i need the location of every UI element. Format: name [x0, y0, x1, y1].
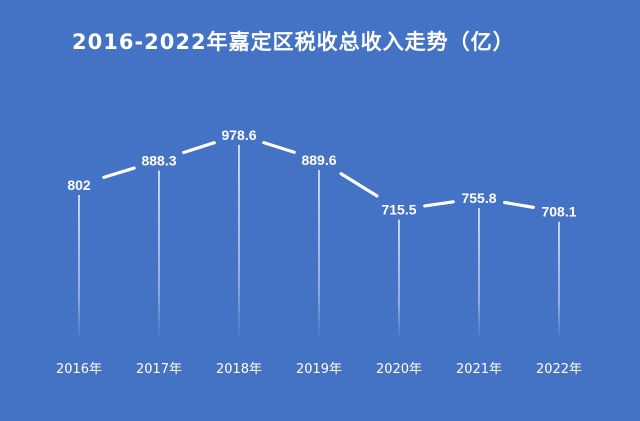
x-tick-label-0: 2016年: [56, 362, 102, 377]
line-segment-5: [503, 200, 535, 209]
drop-line-3: [318, 170, 320, 340]
x-tick-label-1: 2017年: [136, 362, 182, 377]
x-tick-label-2: 2018年: [216, 362, 262, 377]
line-segment-1: [182, 141, 216, 155]
data-label-2: 978.6: [221, 127, 256, 143]
data-label-6: 708.1: [541, 204, 576, 220]
line-segment-4: [423, 200, 455, 208]
x-tick-label-6: 2022年: [536, 362, 582, 377]
line-segment-3: [339, 172, 379, 198]
data-label-0: 802: [67, 177, 91, 193]
x-tick-label-5: 2021年: [456, 362, 502, 377]
drop-line-1: [158, 170, 160, 340]
drop-line-0: [78, 195, 80, 340]
x-tick-label-3: 2019年: [296, 362, 342, 377]
data-label-1: 888.3: [141, 152, 176, 168]
drop-line-5: [478, 208, 480, 340]
drop-line-4: [398, 219, 400, 340]
line-segment-0: [102, 166, 136, 179]
chart-title: 2016-2022年嘉定区税收总收入走势（亿）: [72, 30, 515, 54]
drop-line-6: [558, 221, 560, 340]
drop-line-2: [238, 144, 240, 340]
x-tick-label-4: 2020年: [376, 362, 422, 377]
data-label-3: 889.6: [301, 152, 336, 168]
data-label-4: 715.5: [381, 202, 416, 218]
line-segment-2: [262, 141, 296, 154]
data-label-5: 755.8: [461, 190, 496, 206]
